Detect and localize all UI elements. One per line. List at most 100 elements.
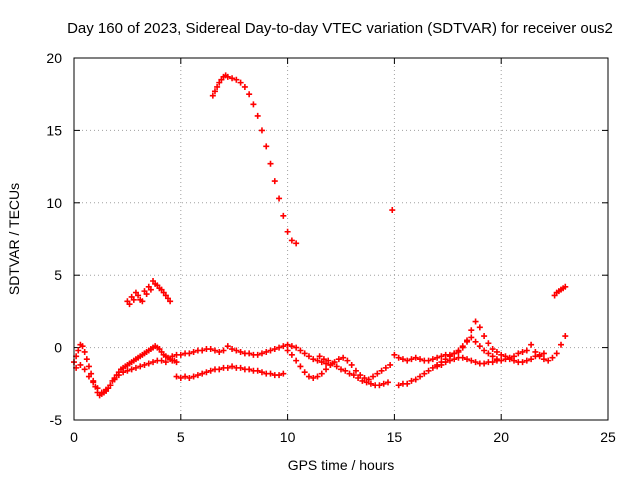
data-point-arc-h xyxy=(310,375,317,382)
data-point-arc-k xyxy=(519,359,526,366)
data-point-arc-b xyxy=(98,389,105,396)
data-point-arc-e xyxy=(258,127,265,134)
data-point-arc-j xyxy=(412,354,419,361)
grid xyxy=(74,58,608,420)
data-point-arc-a xyxy=(85,363,92,370)
data-point-arc-e xyxy=(211,88,218,95)
data-point-arc-g xyxy=(207,367,214,374)
data-point-arc-k xyxy=(417,373,424,380)
data-point-arc-f xyxy=(190,348,197,355)
data-point-arc-j xyxy=(404,357,411,364)
data-point-arc-f xyxy=(254,351,261,358)
data-point-arc-f xyxy=(258,350,265,357)
data-point-arc-g xyxy=(258,369,265,376)
data-point-arc-n xyxy=(389,207,396,214)
data-point-arc-l xyxy=(481,347,488,354)
data-point-arc-g xyxy=(203,369,210,376)
data-point-arc-k xyxy=(468,357,475,364)
data-point-arc-j xyxy=(425,357,432,364)
data-point-arc-k xyxy=(451,356,458,363)
data-point-arc-h xyxy=(318,370,325,377)
data-point-arc-e xyxy=(267,160,274,167)
data-point-arc-j xyxy=(485,340,492,347)
data-point-arc-k xyxy=(395,382,402,389)
y-tick-label: 5 xyxy=(54,267,62,283)
data-point-arc-f xyxy=(233,347,240,354)
data-point-arc-l xyxy=(464,338,471,345)
data-point-arc-d xyxy=(139,298,146,305)
data-point-arc-k xyxy=(532,353,539,360)
data-point-arc-l xyxy=(459,343,466,350)
data-point-arc-e xyxy=(246,91,253,98)
data-point-arc-e xyxy=(237,79,244,86)
axis-ticks: 0 5 10 15 20 25 -5 0 5 10 15 20 xyxy=(46,50,616,445)
data-point-arc-b xyxy=(132,364,139,371)
data-point-arc-j xyxy=(562,333,569,340)
data-point-arc-k xyxy=(464,356,471,363)
data-point-arc-d xyxy=(147,286,154,293)
data-point-arc-e xyxy=(284,228,291,235)
data-point-arc-h xyxy=(297,363,304,370)
data-point-arc-f xyxy=(177,351,184,358)
data-point-arc-k xyxy=(421,370,428,377)
data-point-arc-h xyxy=(370,373,377,380)
data-point-arc-i xyxy=(316,353,323,360)
data-point-arc-f xyxy=(305,353,312,360)
data-point-arc-i xyxy=(338,366,344,373)
data-point-arc-g xyxy=(199,370,206,377)
data-point-arc-f xyxy=(229,346,236,353)
data-point-arc-i xyxy=(333,363,340,370)
data-point-arc-f xyxy=(224,343,231,350)
data-point-arc-i xyxy=(320,356,327,363)
data-point-arc-f xyxy=(293,344,300,351)
data-point-arc-b xyxy=(90,379,97,386)
data-point-arc-j xyxy=(549,354,556,361)
data-point-arc-j xyxy=(523,347,530,354)
data-point-arc-k xyxy=(536,351,543,358)
data-point-arc-l xyxy=(489,353,496,360)
data-point-arc-l xyxy=(472,338,479,345)
data-point-arc-j xyxy=(553,350,560,357)
data-point-arc-i xyxy=(367,380,374,387)
data-point-arc-g xyxy=(194,372,201,379)
data-point-arc-f xyxy=(310,356,317,363)
data-point-arc-f xyxy=(207,346,214,353)
data-point-arc-j xyxy=(408,356,415,363)
data-point-arc-i xyxy=(359,377,366,384)
x-tick-label: 0 xyxy=(70,429,78,445)
data-point-arc-k xyxy=(523,357,530,364)
data-point-arc-j xyxy=(481,333,488,340)
data-point-arc-k xyxy=(540,350,547,357)
data-point-arc-f xyxy=(284,341,291,348)
data-point-arc-j xyxy=(395,354,402,361)
data-point-arc-i xyxy=(363,379,370,386)
data-point-arc-k xyxy=(511,357,518,364)
data-point-arc-k xyxy=(472,359,479,366)
data-point-arc-j xyxy=(429,356,436,363)
data-point-arc-h xyxy=(378,367,385,374)
data-point-arc-i xyxy=(380,380,387,387)
data-point-arc-b xyxy=(81,366,88,373)
data-point-arc-l xyxy=(434,361,441,368)
data-point-arc-l xyxy=(446,353,453,360)
data-point-arc-f xyxy=(216,348,223,355)
x-tick-label: 10 xyxy=(280,429,296,445)
data-point-arc-i xyxy=(350,372,357,379)
data-point-arc-b xyxy=(141,361,148,368)
data-point-arc-g xyxy=(190,373,197,380)
data-point-arc-d xyxy=(130,296,137,303)
data-point-arc-j xyxy=(489,346,496,353)
data-point-arc-g xyxy=(246,366,253,373)
data-point-arc-g xyxy=(280,370,287,377)
data-point-arc-e xyxy=(233,76,240,83)
data-point-arc-i xyxy=(355,375,362,382)
data-point-arc-b xyxy=(77,361,84,368)
data-point-arc-f xyxy=(276,344,283,351)
data-point-arc-d xyxy=(160,289,167,296)
data-point-arc-k xyxy=(498,357,505,364)
data-point-arc-k xyxy=(459,354,466,361)
data-point-arc-e xyxy=(241,83,248,90)
data-point-arc-h xyxy=(305,373,312,380)
data-point-arc-b xyxy=(85,373,92,380)
